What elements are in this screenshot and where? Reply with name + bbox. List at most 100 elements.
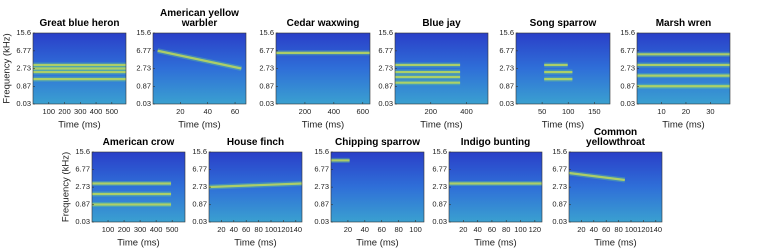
y-tick-label: 15.6 xyxy=(16,28,31,37)
y-tick-label: 0.87 xyxy=(620,81,635,90)
y-tick-label: 15.6 xyxy=(259,28,274,37)
spectrogram xyxy=(395,33,488,104)
x-tick-label: 80 xyxy=(502,225,510,234)
y-tick-label: 0.87 xyxy=(552,200,567,209)
x-tick-label: 400 xyxy=(460,107,473,116)
panel-title: Song sparrow xyxy=(529,18,597,29)
y-tick-label: 0.03 xyxy=(259,99,274,108)
y-tick-label: 0.87 xyxy=(75,200,90,209)
y-tick-label: 0.03 xyxy=(432,217,447,226)
y-tick-label: 2.73 xyxy=(75,182,90,191)
y-tick-label: 0.87 xyxy=(432,200,447,209)
y-tick-label: 0.03 xyxy=(16,99,31,108)
panel-title: Cedar waxwing xyxy=(286,18,360,29)
panel-title: American crow xyxy=(102,137,175,148)
x-tick-label: 40 xyxy=(204,107,212,116)
x-tick-label: 200 xyxy=(58,107,71,116)
x-tick-label: 300 xyxy=(74,107,87,116)
y-tick-label: 0.87 xyxy=(192,200,207,209)
spectrogram-halo xyxy=(208,181,303,190)
y-tick-label: 6.77 xyxy=(432,165,447,174)
x-tick-label: 100 xyxy=(562,107,575,116)
y-tick-label: 15.6 xyxy=(136,28,151,37)
x-tick-label: 60 xyxy=(378,225,386,234)
x-tick-label: 100 xyxy=(409,225,422,234)
y-axis-label: Frequency (kHz) xyxy=(61,152,72,222)
x-axis-label: Time (ms) xyxy=(58,120,100,131)
x-axis-label: Time (ms) xyxy=(662,120,704,131)
spectrogram xyxy=(637,33,730,104)
panel-title: Marsh wren xyxy=(655,18,712,29)
x-tick-label: 40 xyxy=(230,225,238,234)
x-tick-label: 100 xyxy=(514,225,527,234)
spectrogram xyxy=(569,152,662,222)
y-tick-label: 15.6 xyxy=(552,147,567,156)
x-tick-label: 80 xyxy=(394,225,402,234)
x-tick-label: 40 xyxy=(361,225,369,234)
x-axis-label: Time (ms) xyxy=(234,238,276,248)
spectrogram xyxy=(331,152,424,222)
x-tick-label: 60 xyxy=(488,225,496,234)
panel-title: Chipping sparrow xyxy=(335,137,420,148)
y-tick-label: 2.73 xyxy=(552,182,567,191)
y-tick-label: 0.87 xyxy=(314,200,329,209)
y-tick-label: 0.03 xyxy=(75,217,90,226)
y-tick-label: 2.73 xyxy=(499,64,514,73)
spectrogram-band xyxy=(208,182,303,189)
panel-title: House finch xyxy=(226,137,285,148)
spectrogram xyxy=(153,33,246,104)
panel-title: Indigo bunting xyxy=(460,137,531,148)
x-tick-label: 140 xyxy=(650,225,663,234)
panel-title: Great blue heron xyxy=(39,18,120,29)
y-tick-label: 15.6 xyxy=(378,28,393,37)
y-tick-label: 15.6 xyxy=(314,147,329,156)
x-axis-label: Time (ms) xyxy=(542,120,584,131)
x-tick-label: 300 xyxy=(134,225,147,234)
y-tick-label: 15.6 xyxy=(192,147,207,156)
x-tick-label: 40 xyxy=(473,225,481,234)
spectrogram-halo xyxy=(568,170,626,183)
x-tick-label: 60 xyxy=(231,107,239,116)
y-tick-label: 0.87 xyxy=(499,81,514,90)
x-tick-label: 150 xyxy=(588,107,601,116)
x-tick-label: 400 xyxy=(150,225,163,234)
y-tick-label: 6.77 xyxy=(499,46,514,55)
x-tick-label: 20 xyxy=(459,225,467,234)
x-tick-label: 20 xyxy=(344,225,352,234)
y-tick-label: 2.73 xyxy=(314,182,329,191)
x-axis-label: Time (ms) xyxy=(420,120,462,131)
y-tick-label: 2.73 xyxy=(16,64,31,73)
spectrogram xyxy=(449,152,542,222)
spectrogram xyxy=(92,152,185,222)
x-tick-label: 100 xyxy=(43,107,56,116)
y-tick-label: 15.6 xyxy=(432,147,447,156)
x-tick-label: 200 xyxy=(118,225,131,234)
x-tick-label: 20 xyxy=(176,107,184,116)
x-axis-label: Time (ms) xyxy=(117,238,159,248)
y-tick-label: 0.03 xyxy=(620,99,635,108)
x-tick-label: 10 xyxy=(657,107,665,116)
y-tick-label: 0.87 xyxy=(259,81,274,90)
y-tick-label: 0.03 xyxy=(499,99,514,108)
y-tick-label: 6.77 xyxy=(16,46,31,55)
x-tick-label: 20 xyxy=(217,225,225,234)
y-tick-label: 6.77 xyxy=(314,165,329,174)
y-tick-label: 2.73 xyxy=(432,182,447,191)
panel-title: Blue jay xyxy=(422,18,461,29)
x-tick-label: 40 xyxy=(590,225,598,234)
y-tick-label: 2.73 xyxy=(259,64,274,73)
x-tick-label: 80 xyxy=(614,225,622,234)
x-tick-label: 120 xyxy=(637,225,650,234)
x-tick-label: 140 xyxy=(290,225,303,234)
y-tick-label: 6.77 xyxy=(378,46,393,55)
x-tick-label: 20 xyxy=(577,225,585,234)
x-axis-label: Time (ms) xyxy=(594,238,636,248)
x-tick-label: 50 xyxy=(538,107,546,116)
y-tick-label: 0.87 xyxy=(16,81,31,90)
x-tick-label: 120 xyxy=(529,225,542,234)
y-tick-label: 2.73 xyxy=(136,64,151,73)
x-tick-label: 80 xyxy=(254,225,262,234)
y-tick-label: 6.77 xyxy=(192,165,207,174)
y-tick-label: 2.73 xyxy=(192,182,207,191)
